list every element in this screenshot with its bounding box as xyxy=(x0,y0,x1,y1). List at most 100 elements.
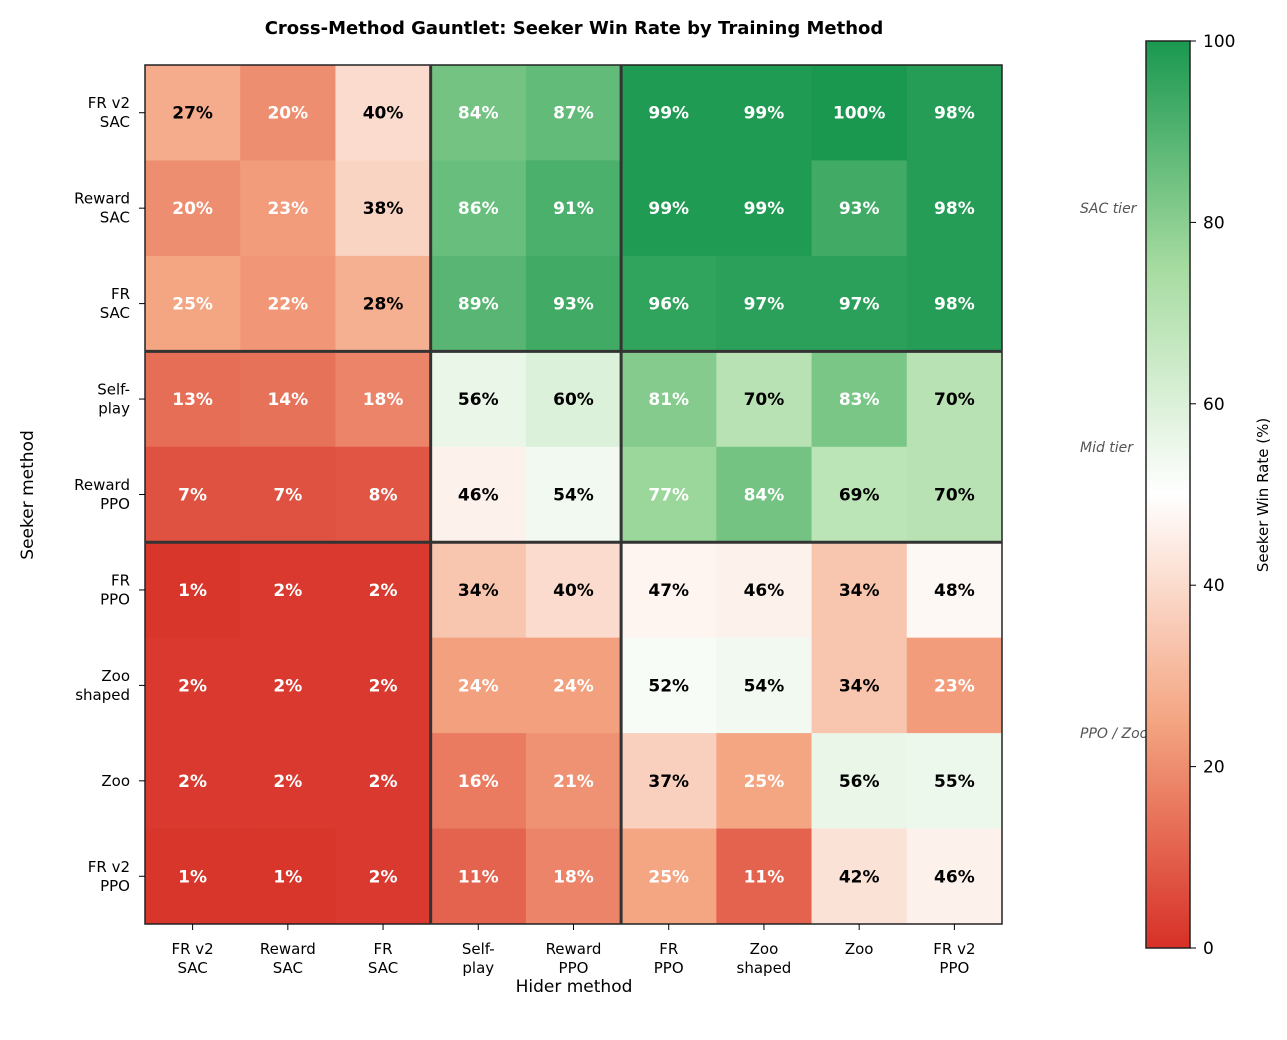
heatmap-cell: 2% xyxy=(240,542,336,639)
cell-fill xyxy=(811,637,908,734)
cell-label: 97% xyxy=(744,295,785,315)
heatmap-cell: 91% xyxy=(525,160,622,257)
cell-fill xyxy=(621,160,717,257)
heatmap-cell: 24% xyxy=(525,637,622,734)
heatmap-cell: 99% xyxy=(716,160,813,257)
heatmap-cell: 18% xyxy=(525,828,622,925)
y-axis-label: Seeker method xyxy=(18,430,38,559)
heatmap-cell: 22% xyxy=(240,255,336,352)
heatmap-cell: 46% xyxy=(906,828,1003,925)
cell-fill xyxy=(145,828,241,925)
heatmap-cell: 97% xyxy=(716,255,813,352)
cell-fill xyxy=(811,65,908,161)
cell-fill xyxy=(621,733,717,830)
heatmap-cell: 60% xyxy=(525,351,622,448)
cell-fill xyxy=(811,733,908,830)
cell-fill xyxy=(811,160,908,257)
cell-fill xyxy=(716,351,813,448)
cell-fill xyxy=(240,828,336,925)
cell-fill xyxy=(906,65,1003,161)
cell-fill xyxy=(335,828,432,925)
x-tick-label: Zoo xyxy=(845,940,874,958)
heatmap-cell: 1% xyxy=(145,828,241,925)
cell-fill xyxy=(906,637,1003,734)
cell-label: 24% xyxy=(458,676,499,696)
colorbar-tick-label: 60 xyxy=(1203,395,1225,415)
cell-label: 14% xyxy=(267,390,308,410)
heatmap-cell: 2% xyxy=(240,637,336,734)
heatmap-cell: 93% xyxy=(525,255,622,352)
heatmap-cell: 100% xyxy=(811,65,908,161)
cell-fill xyxy=(145,255,241,352)
cell-fill xyxy=(335,255,432,352)
cell-label: 47% xyxy=(648,581,689,601)
cell-label: 2% xyxy=(369,867,398,887)
cell-fill xyxy=(906,160,1003,257)
cell-fill xyxy=(430,828,527,925)
cell-fill xyxy=(716,446,813,543)
cell-label: 99% xyxy=(648,104,689,124)
cell-label: 11% xyxy=(458,867,499,887)
cell-label: 2% xyxy=(273,676,302,696)
heatmap-cell: 11% xyxy=(716,828,813,925)
colorbar xyxy=(1145,40,1191,949)
heatmap-cell: 70% xyxy=(906,351,1003,448)
heatmap-cell: 54% xyxy=(525,446,622,543)
cell-fill xyxy=(716,160,813,257)
cell-label: 2% xyxy=(273,772,302,792)
cell-label: 98% xyxy=(934,295,975,315)
heatmap-cell: 99% xyxy=(621,160,717,257)
x-tick-label: FR PPO xyxy=(654,940,684,977)
cell-label: 81% xyxy=(648,390,689,410)
cell-fill xyxy=(335,160,432,257)
cell-label: 34% xyxy=(458,581,499,601)
cell-fill xyxy=(430,733,527,830)
cell-label: 2% xyxy=(178,772,207,792)
cell-fill xyxy=(430,65,527,161)
cell-label: 25% xyxy=(172,295,213,315)
cell-label: 84% xyxy=(458,104,499,124)
cell-label: 23% xyxy=(267,199,308,219)
heatmap-cell: 2% xyxy=(335,733,432,830)
cell-fill xyxy=(621,446,717,543)
cell-label: 91% xyxy=(553,199,594,219)
cell-label: 69% xyxy=(839,486,880,506)
cell-fill xyxy=(335,733,432,830)
heatmap-cell: 7% xyxy=(240,446,336,543)
cell-fill xyxy=(145,160,241,257)
cell-label: 2% xyxy=(369,581,398,601)
heatmap-cell: 1% xyxy=(240,828,336,925)
cell-fill xyxy=(240,65,336,161)
cell-label: 97% xyxy=(839,295,880,315)
cell-fill xyxy=(335,351,432,448)
cell-label: 13% xyxy=(172,390,213,410)
cell-fill xyxy=(145,542,241,639)
heatmap-cell: 56% xyxy=(811,733,908,830)
cell-label: 25% xyxy=(648,867,689,887)
heatmap-cell: 13% xyxy=(145,351,241,448)
heatmap-cell: 97% xyxy=(811,255,908,352)
cell-fill xyxy=(621,351,717,448)
x-tick-label: FR v2 PPO xyxy=(933,940,975,977)
heatmap-cell: 23% xyxy=(906,637,1003,734)
heatmap-cell: 34% xyxy=(811,637,908,734)
cell-fill xyxy=(525,637,622,734)
cell-label: 100% xyxy=(833,104,886,124)
y-tick-label: FR PPO xyxy=(100,571,130,608)
colorbar-tick-label: 100 xyxy=(1203,32,1235,52)
cell-fill xyxy=(240,637,336,734)
cell-label: 40% xyxy=(553,581,594,601)
cell-label: 46% xyxy=(744,581,785,601)
cell-label: 93% xyxy=(553,295,594,315)
colorbar-tick-label: 40 xyxy=(1203,576,1225,596)
x-tick-label: FR SAC xyxy=(368,940,398,977)
cell-fill xyxy=(525,351,622,448)
cell-fill xyxy=(811,446,908,543)
x-tick-label: FR v2 SAC xyxy=(171,940,213,977)
cell-fill xyxy=(525,255,622,352)
cell-label: 99% xyxy=(744,104,785,124)
x-tick-label: Zoo shaped xyxy=(737,940,792,977)
cell-fill xyxy=(906,255,1003,352)
cell-label: 16% xyxy=(458,772,499,792)
cell-fill xyxy=(430,637,527,734)
